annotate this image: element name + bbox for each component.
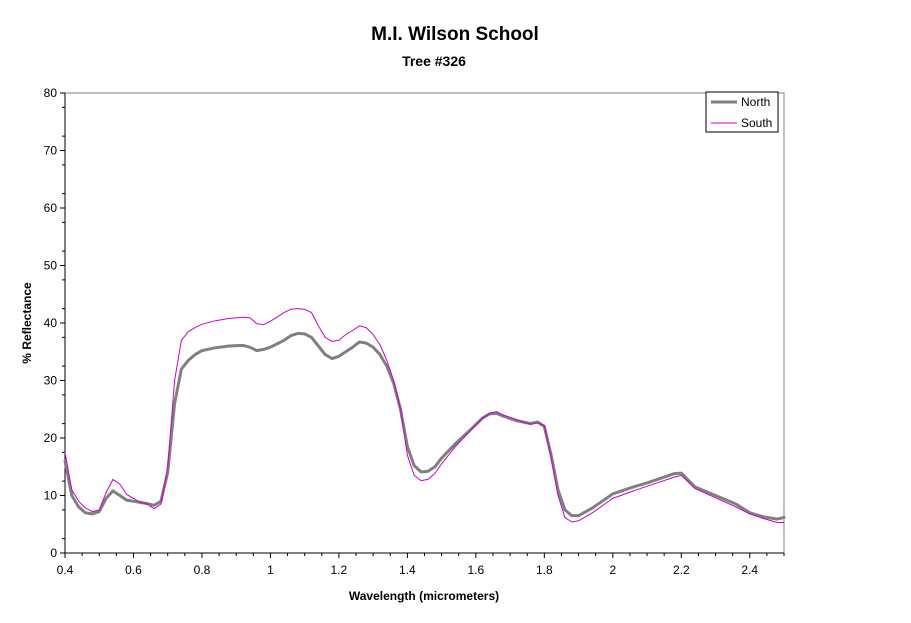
y-tick-label: 80 — [44, 86, 58, 100]
y-tick-label: 30 — [44, 374, 58, 388]
plot-area — [64, 92, 785, 554]
y-tick-label: 20 — [44, 431, 58, 445]
x-tick-label: 0.4 — [57, 563, 74, 577]
x-tick-label: 1.4 — [399, 563, 416, 577]
x-tick-label: 1.6 — [468, 563, 485, 577]
x-tick-label: 2.2 — [673, 563, 690, 577]
x-axis-ticks: 0.4 0.6 0.8 1 1.2 1.4 1.6 1.8 2 2.2 2.4 — [57, 553, 785, 577]
legend-label-north: North — [741, 95, 770, 109]
x-tick-label: 0.8 — [194, 563, 211, 577]
legend: North South — [705, 91, 779, 133]
series-line-south — [64, 308, 785, 523]
x-tick-label: 1 — [267, 563, 274, 577]
y-tick-label: 0 — [50, 546, 57, 560]
x-tick-label: 2.4 — [741, 563, 758, 577]
y-tick-label: 50 — [44, 259, 58, 273]
chart-title: M.I. Wilson School — [371, 24, 539, 45]
legend-box — [705, 91, 779, 133]
x-tick-label: 1.2 — [331, 563, 348, 577]
chart-subtitle: Tree #326 — [402, 53, 466, 69]
y-axis-ticks: 0 10 20 30 40 50 60 70 80 — [44, 86, 65, 560]
x-tick-label: 0.6 — [125, 563, 142, 577]
x-axis-title: Wavelength (micrometers) — [349, 589, 499, 603]
y-tick-label: 70 — [44, 144, 58, 158]
x-tick-label: 2 — [609, 563, 616, 577]
y-tick-label: 40 — [44, 316, 58, 330]
series-layer — [63, 308, 786, 523]
x-tick-label: 1.8 — [536, 563, 553, 577]
y-tick-label: 60 — [44, 201, 58, 215]
legend-label-south: South — [741, 116, 772, 130]
y-axis-title: % Reflectance — [20, 282, 34, 364]
y-tick-label: 10 — [44, 489, 58, 503]
series-line-north — [63, 331, 786, 521]
